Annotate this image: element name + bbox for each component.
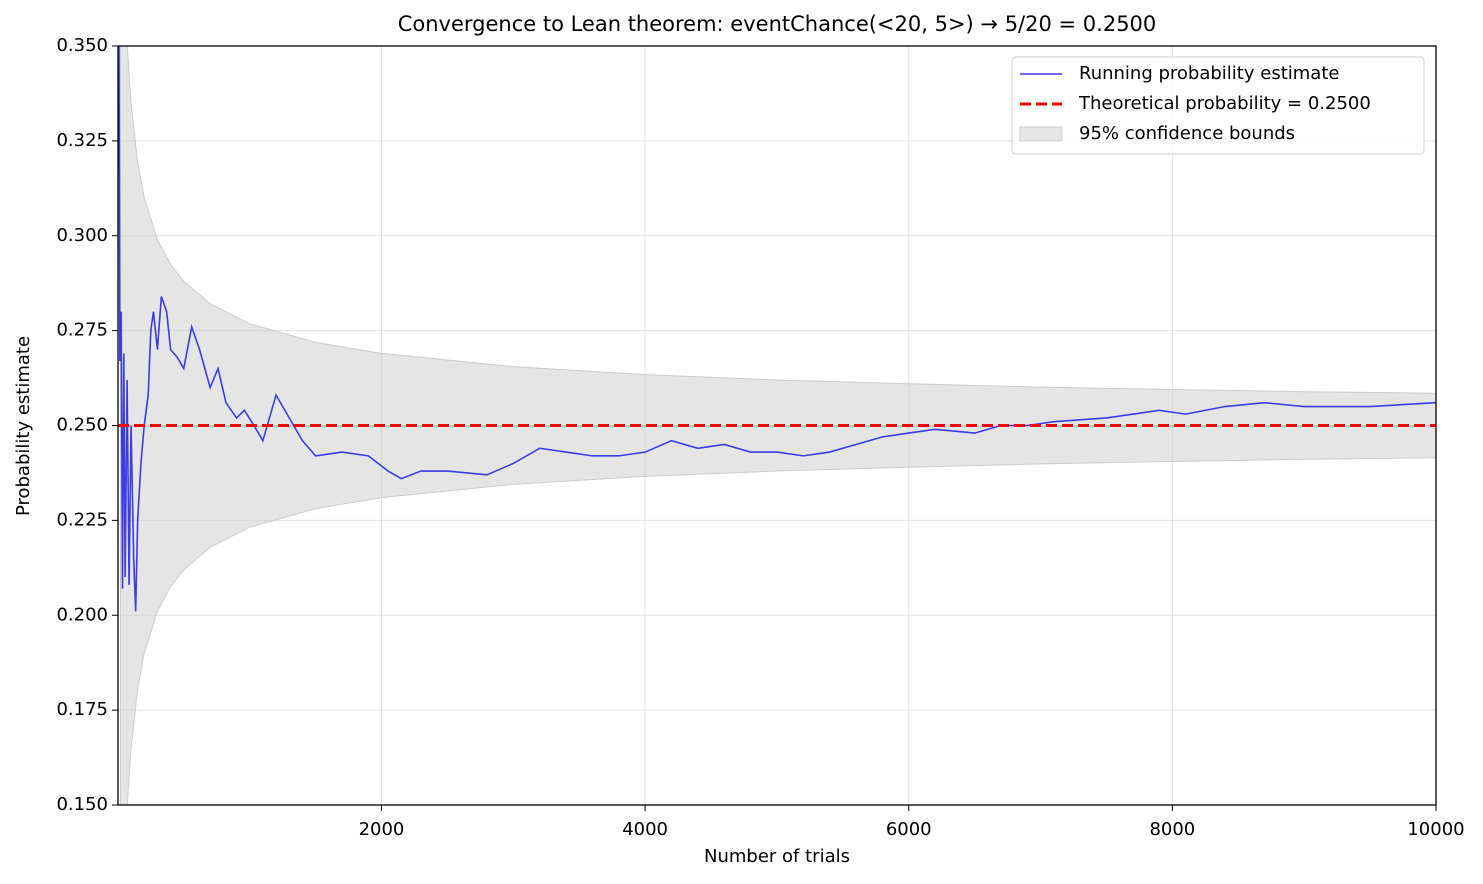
x-tick-label: 2000 xyxy=(359,819,405,840)
x-tick-label: 6000 xyxy=(886,819,932,840)
x-tick-label: 4000 xyxy=(622,819,668,840)
y-tick-label: 0.150 xyxy=(56,794,108,815)
estimate-line xyxy=(118,46,1436,612)
legend-swatch xyxy=(1019,126,1063,142)
y-tick-label: 0.250 xyxy=(56,415,108,436)
legend-label: 95% confidence bounds xyxy=(1079,123,1295,144)
x-tick-label: 8000 xyxy=(1149,819,1195,840)
plot-area xyxy=(118,46,1436,805)
y-tick-label: 0.350 xyxy=(56,35,108,56)
x-tick-label: 10000 xyxy=(1407,819,1464,840)
y-tick-label: 0.175 xyxy=(56,699,108,720)
legend-label: Theoretical probability = 0.2500 xyxy=(1078,93,1371,114)
y-tick-label: 0.225 xyxy=(56,509,108,530)
y-tick-label: 0.300 xyxy=(56,225,108,246)
axes: 2000 4000 6000 8000 10000 0.150 0.175 0.200 0.22… xyxy=(56,35,1464,840)
y-axis-label: Probability estimate xyxy=(13,336,34,516)
legend-box xyxy=(1011,56,1425,155)
legend-label: Running probability estimate xyxy=(1079,63,1339,84)
y-tick-label: 0.325 xyxy=(56,130,108,151)
y-tick-label: 0.275 xyxy=(56,320,108,341)
legend: Running probability estimate Theoretical … xyxy=(1011,56,1425,155)
x-axis-label: Number of trials xyxy=(704,846,850,867)
y-tick-label: 0.200 xyxy=(56,604,108,625)
chart-title: Convergence to Lean theorem: eventChance… xyxy=(398,12,1157,36)
